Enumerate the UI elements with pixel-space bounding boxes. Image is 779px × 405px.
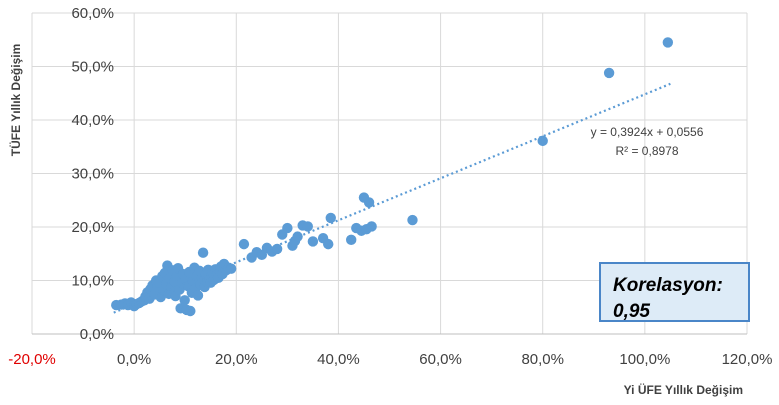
- trendline-path: [113, 82, 671, 314]
- x-tick-label: 0,0%: [117, 351, 151, 368]
- correlation-label: Korelasyon:: [613, 275, 723, 296]
- data-point: [366, 221, 377, 232]
- data-point: [323, 238, 334, 250]
- y-tick-label: 30,0%: [71, 166, 114, 183]
- data-point: [292, 231, 303, 242]
- x-tick-label: 100,0%: [619, 351, 670, 368]
- y-tick-label: 10,0%: [71, 273, 114, 290]
- data-point: [197, 247, 209, 258]
- data-point: [363, 197, 375, 208]
- x-tick-label: 40,0%: [317, 351, 360, 368]
- data-point: [179, 295, 190, 306]
- x-tick-label: 20,0%: [215, 351, 258, 368]
- y-axis-ticks: 0,0% 10,0% 20,0% 30,0% 40,0% 50,0% 60,0%: [71, 5, 114, 343]
- x-tick-label: 120,0%: [722, 351, 773, 368]
- data-point: [603, 67, 615, 79]
- trendline-r-squared: R² = 0,8978: [615, 144, 678, 158]
- data-point: [225, 263, 237, 274]
- x-axis-title: Yi ÜFE Yıllık Değişim: [624, 382, 743, 397]
- correlation-value: 0,95: [613, 301, 650, 322]
- data-point: [271, 243, 283, 255]
- y-tick-label: 40,0%: [71, 112, 114, 129]
- data-point: [345, 234, 357, 246]
- data-point: [185, 305, 196, 317]
- trendline: [113, 82, 671, 314]
- x-axis-ticks: -20,0% 0,0% 20,0% 40,0% 60,0% 80,0% 100,0% 120,…: [8, 351, 772, 368]
- x-tick-label: 80,0%: [521, 351, 564, 368]
- y-tick-label: 20,0%: [71, 219, 114, 236]
- y-axis-title: TÜFE Yıllık Değişim: [8, 44, 23, 156]
- y-tick-label: 50,0%: [71, 59, 114, 76]
- data-point: [238, 238, 250, 250]
- x-tick-label: -20,0%: [8, 351, 56, 368]
- y-tick-label: 0,0%: [80, 326, 114, 343]
- data-point: [307, 236, 319, 247]
- data-point: [325, 212, 336, 224]
- data-points: [111, 37, 674, 317]
- y-tick-label: 60,0%: [71, 5, 114, 22]
- trendline-equation: y = 0,3924x + 0,0556: [591, 125, 704, 139]
- correlation-box: Korelasyon: 0,95: [599, 262, 750, 322]
- data-point: [282, 222, 293, 234]
- data-point: [407, 214, 418, 226]
- x-tick-label: 60,0%: [419, 351, 462, 368]
- data-point: [192, 290, 204, 301]
- data-point: [302, 221, 313, 232]
- data-point: [662, 37, 674, 48]
- grid-lines: [31, 12, 748, 334]
